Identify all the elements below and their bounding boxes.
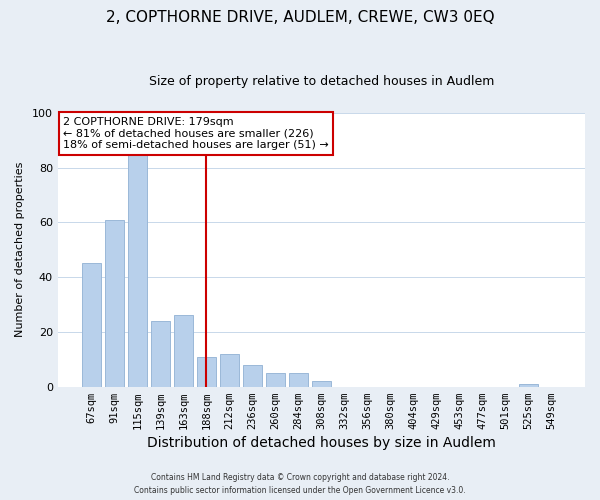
Title: Size of property relative to detached houses in Audlem: Size of property relative to detached ho… <box>149 75 494 88</box>
Bar <box>311 381 331 386</box>
Bar <box>266 373 285 386</box>
Bar <box>197 356 216 386</box>
Bar <box>242 365 262 386</box>
Bar <box>220 354 239 386</box>
X-axis label: Distribution of detached houses by size in Audlem: Distribution of detached houses by size … <box>147 436 496 450</box>
Bar <box>128 154 147 386</box>
Bar <box>82 264 101 386</box>
Text: 2 COPTHORNE DRIVE: 179sqm
← 81% of detached houses are smaller (226)
18% of semi: 2 COPTHORNE DRIVE: 179sqm ← 81% of detac… <box>63 117 329 150</box>
Y-axis label: Number of detached properties: Number of detached properties <box>15 162 25 338</box>
Bar <box>518 384 538 386</box>
Bar <box>151 321 170 386</box>
Bar <box>105 220 124 386</box>
Text: 2, COPTHORNE DRIVE, AUDLEM, CREWE, CW3 0EQ: 2, COPTHORNE DRIVE, AUDLEM, CREWE, CW3 0… <box>106 10 494 25</box>
Text: Contains HM Land Registry data © Crown copyright and database right 2024.
Contai: Contains HM Land Registry data © Crown c… <box>134 474 466 495</box>
Bar <box>289 373 308 386</box>
Bar <box>174 316 193 386</box>
